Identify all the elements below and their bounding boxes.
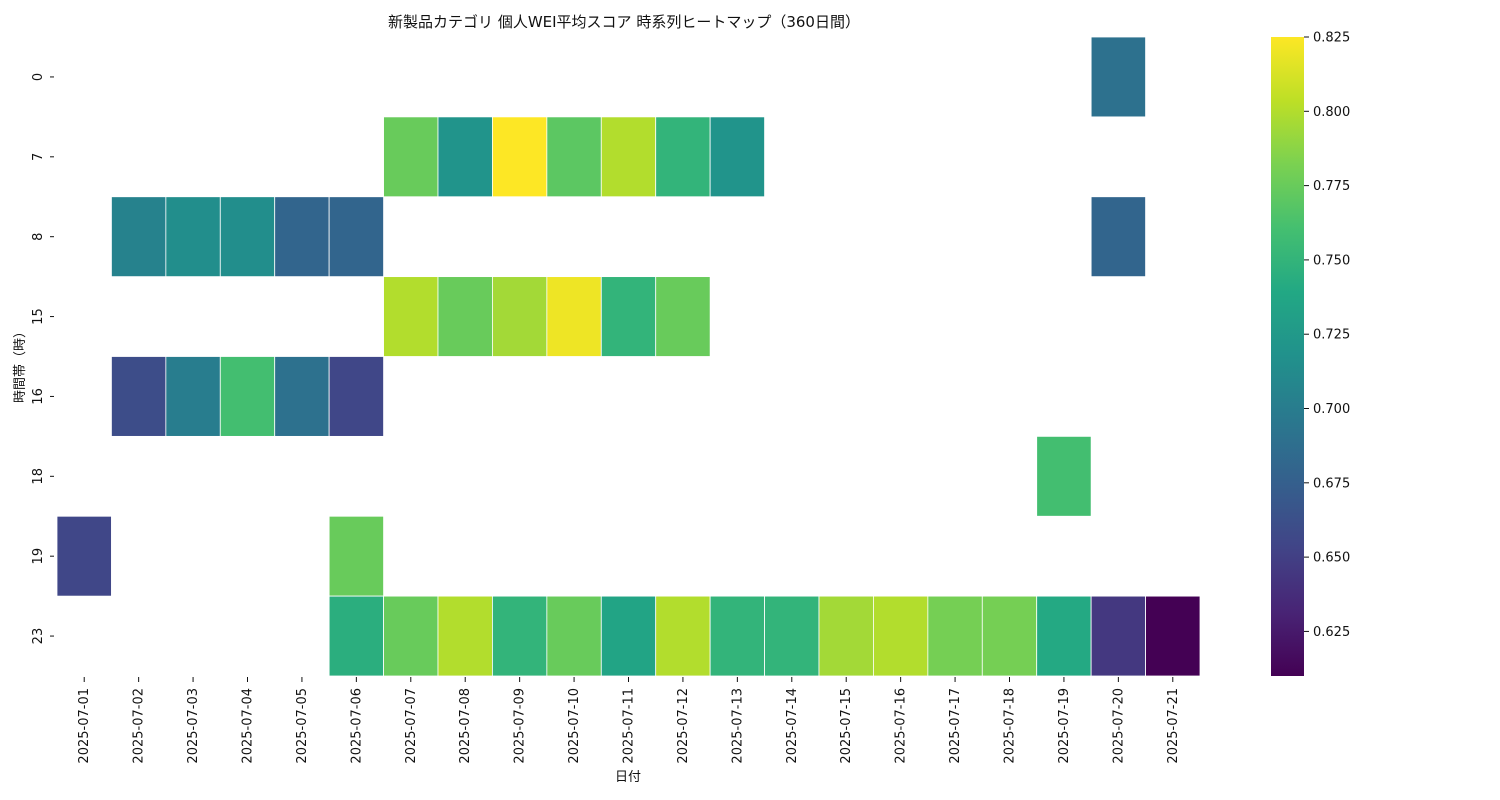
heatmap-cell [383, 116, 439, 198]
heatmap-cell [1036, 595, 1092, 677]
heatmap-cell [328, 595, 384, 677]
x-tick-label: 2025-07-17 [948, 688, 963, 764]
heatmap-cell [546, 595, 602, 677]
heatmap-cell [1090, 196, 1146, 278]
heatmap-cell [328, 515, 384, 597]
y-tick-label: 15 [31, 308, 46, 325]
heatmap-cell [492, 116, 548, 198]
heatmap-cell [1145, 595, 1201, 677]
colorbar-tick-label: 0.725 [1313, 328, 1350, 343]
colorbar-tick-label: 0.775 [1313, 179, 1350, 194]
heatmap-cell [600, 116, 657, 198]
heatmap-cell [219, 356, 276, 437]
colorbar-tick-label: 0.625 [1313, 625, 1350, 640]
heatmap-cell [383, 595, 439, 677]
x-tick-label: 2025-07-19 [1057, 688, 1072, 764]
x-tick-label: 2025-07-01 [77, 688, 92, 764]
x-tick-label: 2025-07-13 [730, 688, 745, 764]
colorbar-tick-label: 0.650 [1313, 551, 1350, 566]
y-tick-label: 16 [31, 388, 46, 405]
x-tick-label: 2025-07-04 [241, 688, 256, 764]
x-axis-ticks: 2025-07-01 2025-07-02 2025-07-03 2025-07-04… [77, 677, 1181, 764]
x-tick-label: 2025-07-09 [513, 688, 528, 764]
heatmap-cell [600, 595, 657, 677]
x-tick-label: 2025-07-20 [1111, 688, 1126, 764]
x-tick-label: 2025-07-05 [295, 688, 310, 764]
heatmap-cell [655, 276, 711, 357]
y-tick-label: 18 [31, 468, 46, 485]
colorbar [1271, 37, 1304, 676]
heatmap-cell [328, 196, 384, 278]
chart-title: 新製品カテゴリ 個人WEI平均スコア 時系列ヒートマップ（360日間） [388, 13, 860, 31]
x-tick-label: 2025-07-03 [186, 688, 201, 764]
heatmap-cells [56, 36, 1201, 677]
heatmap-cell [709, 116, 765, 198]
x-tick-label: 2025-07-02 [132, 688, 147, 764]
heatmap-cell [111, 356, 167, 437]
x-tick-label: 2025-07-15 [839, 688, 854, 764]
x-tick-label: 2025-07-16 [894, 688, 909, 764]
colorbar-tick-label: 0.800 [1313, 105, 1350, 120]
colorbar-tick-label: 0.700 [1313, 402, 1350, 417]
x-tick-label: 2025-07-14 [785, 688, 800, 764]
x-tick-label: 2025-07-08 [458, 688, 473, 764]
heatmap-cell [165, 356, 221, 437]
heatmap-cell [1090, 595, 1146, 677]
heatmap-cell [111, 196, 167, 278]
y-tick-label: 0 [31, 73, 46, 81]
heatmap-cell [165, 196, 221, 278]
x-tick-label: 2025-07-12 [676, 688, 691, 764]
heatmap-cell [981, 595, 1038, 677]
heatmap-cell [818, 595, 874, 677]
x-tick-label: 2025-07-21 [1166, 688, 1181, 764]
heatmap-cell [219, 196, 276, 278]
heatmap-cell [655, 116, 711, 198]
x-tick-label: 2025-07-18 [1003, 688, 1018, 764]
heatmap-cell [764, 595, 820, 677]
colorbar-tick-label: 0.825 [1313, 31, 1350, 46]
heatmap-cell [873, 595, 929, 677]
x-tick-label: 2025-07-07 [404, 688, 419, 764]
heatmap-cell [492, 276, 548, 357]
x-tick-label: 2025-07-06 [349, 688, 364, 764]
y-axis-label: 時間帯（時） [13, 325, 28, 403]
heatmap-cell [383, 276, 439, 357]
y-tick-label: 23 [31, 628, 46, 645]
y-tick-label: 7 [31, 153, 46, 161]
x-axis-label: 日付 [615, 770, 641, 785]
y-axis-ticks: 0 7 8 15 16 18 19 23 [31, 73, 54, 645]
heatmap-cell [437, 116, 493, 198]
heatmap-cell [1036, 435, 1092, 517]
heatmap-cell [437, 595, 493, 677]
heatmap-cell [56, 515, 112, 597]
heatmap-cell [274, 356, 330, 437]
y-tick-label: 19 [31, 548, 46, 565]
colorbar-tick-label: 0.675 [1313, 476, 1350, 491]
heatmap-cell [546, 276, 602, 357]
heatmap-cell [709, 595, 765, 677]
heatmap-cell [492, 595, 548, 677]
heatmap-cell [274, 196, 330, 278]
colorbar-ticks: 0.625 0.650 0.675 0.700 0.725 0.750 0.775 0.800… [1304, 31, 1350, 640]
heatmap-cell [437, 276, 493, 357]
heatmap-cell [600, 276, 657, 357]
heatmap-cell [655, 595, 711, 677]
x-tick-label: 2025-07-11 [622, 688, 637, 764]
x-tick-label: 2025-07-10 [567, 688, 582, 764]
y-tick-label: 8 [31, 233, 46, 241]
colorbar-tick-label: 0.750 [1313, 253, 1350, 268]
heatmap-cell [1090, 36, 1146, 118]
heatmap-cell [927, 595, 983, 677]
heatmap-cell [546, 116, 602, 198]
heatmap-cell [328, 356, 384, 437]
